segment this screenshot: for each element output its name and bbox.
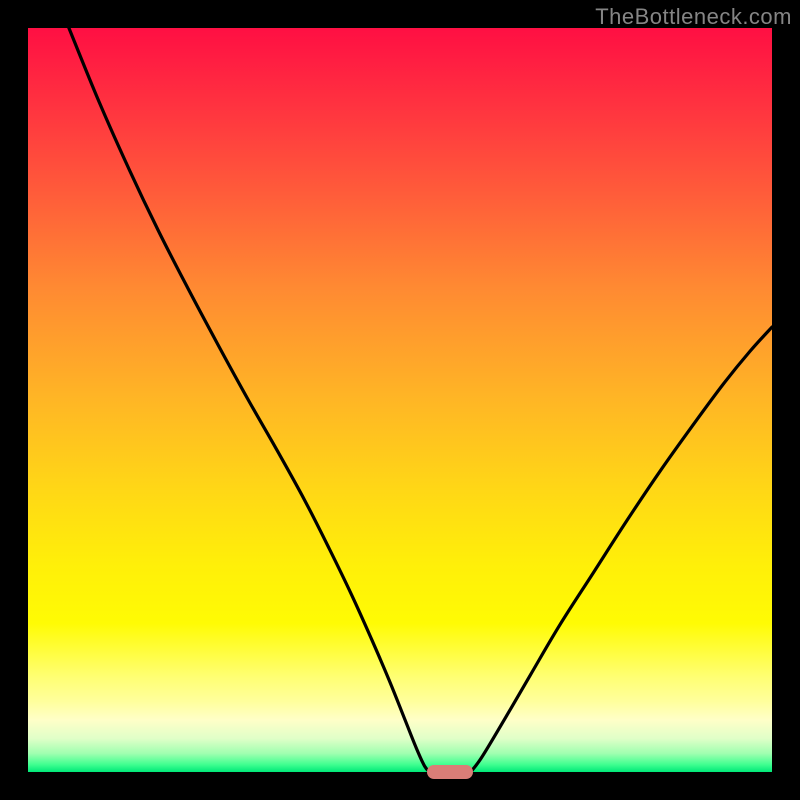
optimal-range-marker [427, 765, 473, 778]
left-curve [69, 28, 430, 772]
right-curve [471, 327, 772, 772]
chart-frame: TheBottleneck.com [0, 0, 800, 800]
bottleneck-curves [28, 28, 772, 772]
watermark-text: TheBottleneck.com [595, 4, 792, 30]
plot-area [28, 28, 772, 772]
